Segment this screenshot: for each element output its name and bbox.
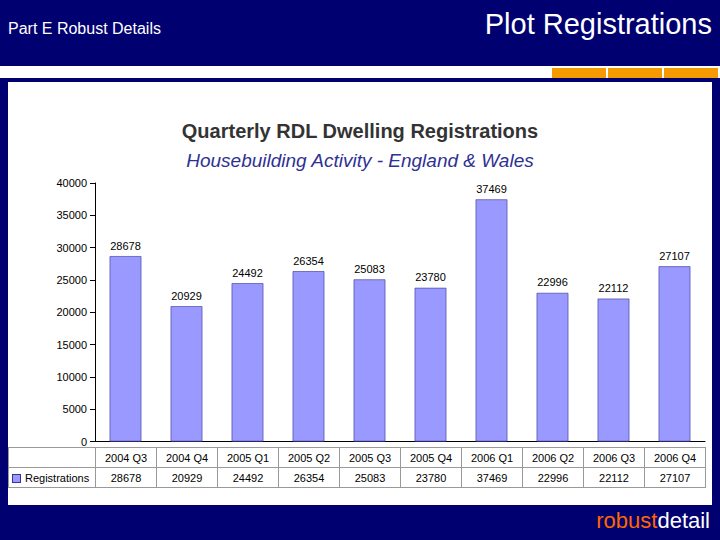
svg-text:5000: 5000: [63, 403, 87, 415]
svg-text:23780: 23780: [415, 271, 446, 283]
svg-text:37469: 37469: [476, 183, 507, 195]
svg-text:10000: 10000: [56, 371, 87, 383]
svg-text:Housebuilding Activity - Engla: Housebuilding Activity - England & Wales: [186, 150, 534, 171]
html-text:25083: 25083: [354, 471, 386, 484]
svg-text:15000: 15000: [56, 339, 87, 351]
html-text:Part E Robust Details: Part E Robust Details: [8, 20, 161, 37]
svg-text:20929: 20929: [171, 290, 202, 302]
html-text:23780: 23780: [415, 471, 447, 484]
html-text:2006 Q2: 2006 Q2: [531, 451, 575, 464]
html-text:2005 Q1: 2005 Q1: [226, 451, 270, 464]
svg-text:40000: 40000: [56, 177, 87, 189]
html-text:2005 Q2: 2005 Q2: [287, 451, 331, 464]
html-text:37469: 37469: [476, 471, 508, 484]
svg-text:27107: 27107: [659, 250, 690, 262]
svg-text:25083: 25083: [354, 263, 385, 275]
html-text:2004 Q3: 2004 Q3: [104, 451, 148, 464]
html-text:robust detail: robust detail: [596, 508, 710, 533]
html-text:2004 Q4: 2004 Q4: [165, 451, 209, 464]
html-text:Plot Registrations: Plot Registrations: [484, 8, 712, 40]
svg-text:35000: 35000: [56, 209, 87, 221]
svg-text:26354: 26354: [293, 255, 324, 267]
svg-text:25000: 25000: [56, 274, 87, 286]
svg-text:30000: 30000: [56, 242, 87, 254]
svg-text:0: 0: [81, 436, 87, 448]
html-text:2006 Q1: 2006 Q1: [470, 451, 514, 464]
svg-text:Quarterly RDL Dwelling Registr: Quarterly RDL Dwelling Registrations: [182, 120, 538, 142]
html-text:2006 Q4: 2006 Q4: [653, 451, 697, 464]
html-text:2005 Q4: 2005 Q4: [409, 451, 453, 464]
svg-text:22996: 22996: [537, 276, 568, 288]
svg-text:22112: 22112: [599, 282, 629, 294]
html-text:28678: 28678: [110, 471, 142, 484]
html-text:26354: 26354: [293, 471, 325, 484]
html-text:20929: 20929: [171, 471, 203, 484]
html-text:22112: 22112: [599, 471, 629, 484]
html-text:2005 Q3: 2005 Q3: [348, 451, 392, 464]
html-text:24492: 24492: [232, 471, 264, 484]
svg-text:20000: 20000: [56, 306, 87, 318]
svg-text:28678: 28678: [110, 240, 141, 252]
html-text:27107: 27107: [659, 471, 691, 484]
html-text:2006 Q3: 2006 Q3: [592, 451, 636, 464]
html-text:Registrations: Registrations: [25, 471, 90, 484]
html-text:22996: 22996: [537, 471, 569, 484]
svg-text:24492: 24492: [232, 267, 263, 279]
